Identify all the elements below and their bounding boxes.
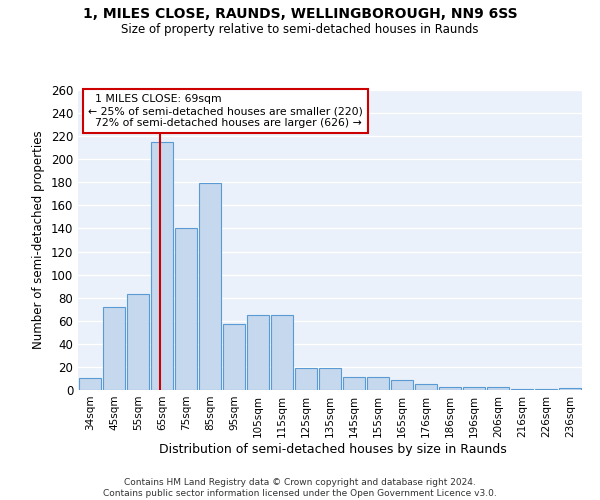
Bar [487, 386, 509, 390]
Text: 1 MILES CLOSE: 69sqm
← 25% of semi-detached houses are smaller (220)
  72% of se: 1 MILES CLOSE: 69sqm ← 25% of semi-detac… [88, 94, 363, 128]
Text: 1, MILES CLOSE, RAUNDS, WELLINGBOROUGH, NN9 6SS: 1, MILES CLOSE, RAUNDS, WELLINGBOROUGH, … [83, 8, 517, 22]
Bar [247, 315, 269, 390]
Bar [463, 386, 485, 390]
Text: Contains HM Land Registry data © Crown copyright and database right 2024.
Contai: Contains HM Land Registry data © Crown c… [103, 478, 497, 498]
Bar [223, 324, 245, 390]
Bar [199, 184, 221, 390]
Bar [319, 368, 341, 390]
Bar [415, 384, 437, 390]
Bar [391, 380, 413, 390]
Bar [79, 378, 101, 390]
Bar [439, 386, 461, 390]
Bar [175, 228, 197, 390]
Bar [295, 368, 317, 390]
Bar [535, 389, 557, 390]
Y-axis label: Number of semi-detached properties: Number of semi-detached properties [32, 130, 45, 350]
Bar [271, 315, 293, 390]
Bar [151, 142, 173, 390]
Text: Size of property relative to semi-detached houses in Raunds: Size of property relative to semi-detach… [121, 22, 479, 36]
Bar [367, 378, 389, 390]
Text: Distribution of semi-detached houses by size in Raunds: Distribution of semi-detached houses by … [159, 442, 507, 456]
Bar [559, 388, 581, 390]
Bar [127, 294, 149, 390]
Bar [511, 389, 533, 390]
Bar [343, 378, 365, 390]
Bar [103, 307, 125, 390]
